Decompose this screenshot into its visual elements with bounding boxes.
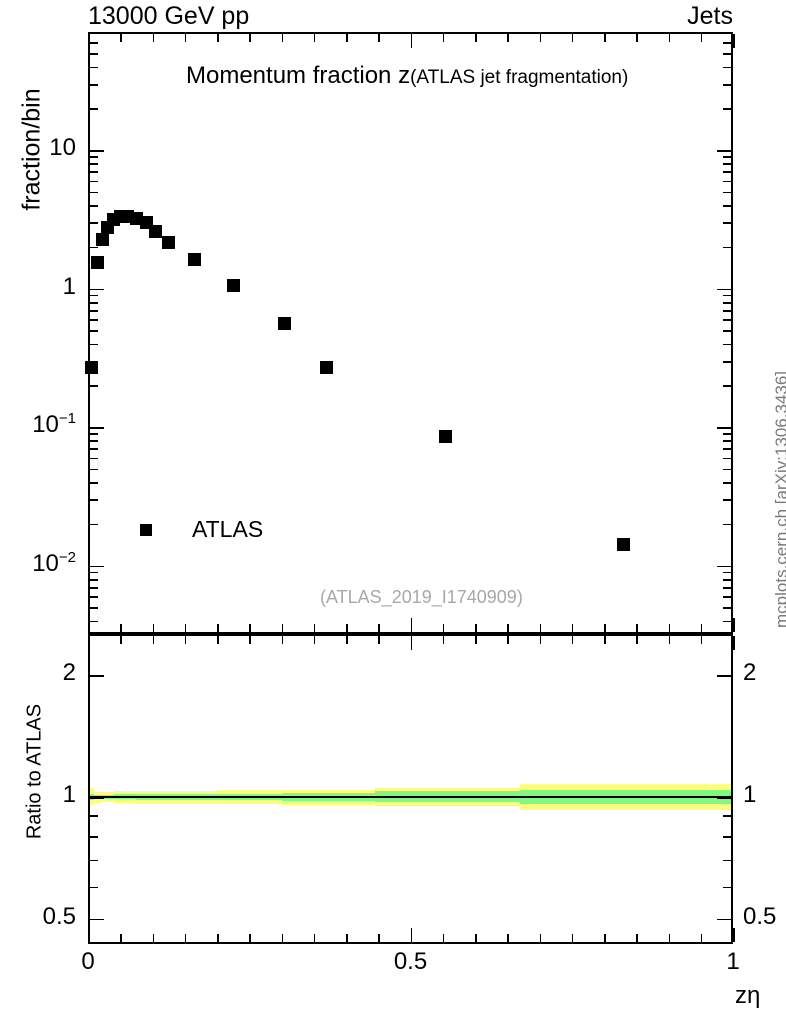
main-x-tick [733,618,735,632]
source-credit-label: mcplots.cern.ch [arXiv:1306.3436] [772,370,786,628]
ratio-y-tick-label-right: 1 [743,781,757,808]
analysis-category-label: Jets [687,2,733,30]
ratio-reference-line [90,796,731,798]
analysis-id-watermark: (ATLAS_2019_I1740909) [320,587,523,607]
x-axis-label: zη [735,982,761,1009]
main-y-axis-label: fraction/bin [17,88,46,211]
x-tick-label: 0.5 [393,948,428,975]
plot-title: Momentum fraction z(ATLAS jet fragmentat… [186,62,628,90]
ratio-y-tick-label-left: 0.5 [42,902,76,930]
main-x-tick [733,34,735,48]
main-y-tick-label: 10−2 [32,548,76,577]
plot-title-secondary: (ATLAS jet fragmentation) [410,67,629,88]
legend: ATLAS [140,516,263,543]
main-y-tick-label: 1 [62,272,76,300]
legend-label-atlas: ATLAS [192,516,264,542]
ratio-y-tick-label-right: 2 [743,659,757,687]
ratio-x-tick [733,636,735,650]
beam-energy-label: 13000 GeV pp [88,2,250,30]
ratio-y-tick-label-right: 0.5 [743,902,777,930]
main-plot-panel [88,32,733,634]
ratio-plot-area [90,636,731,942]
main-y-tick-label: 10−1 [32,410,76,438]
x-tick-label: 1 [726,948,740,975]
ratio-y-axis-label: Ratio to ATLAS [23,703,46,840]
legend-marker-icon [140,523,152,536]
plot-title-primary: Momentum fraction z [186,62,411,89]
ratio-plot-panel [88,634,733,944]
x-tick-label: 0 [81,948,95,975]
ratio-x-tick [733,928,735,942]
